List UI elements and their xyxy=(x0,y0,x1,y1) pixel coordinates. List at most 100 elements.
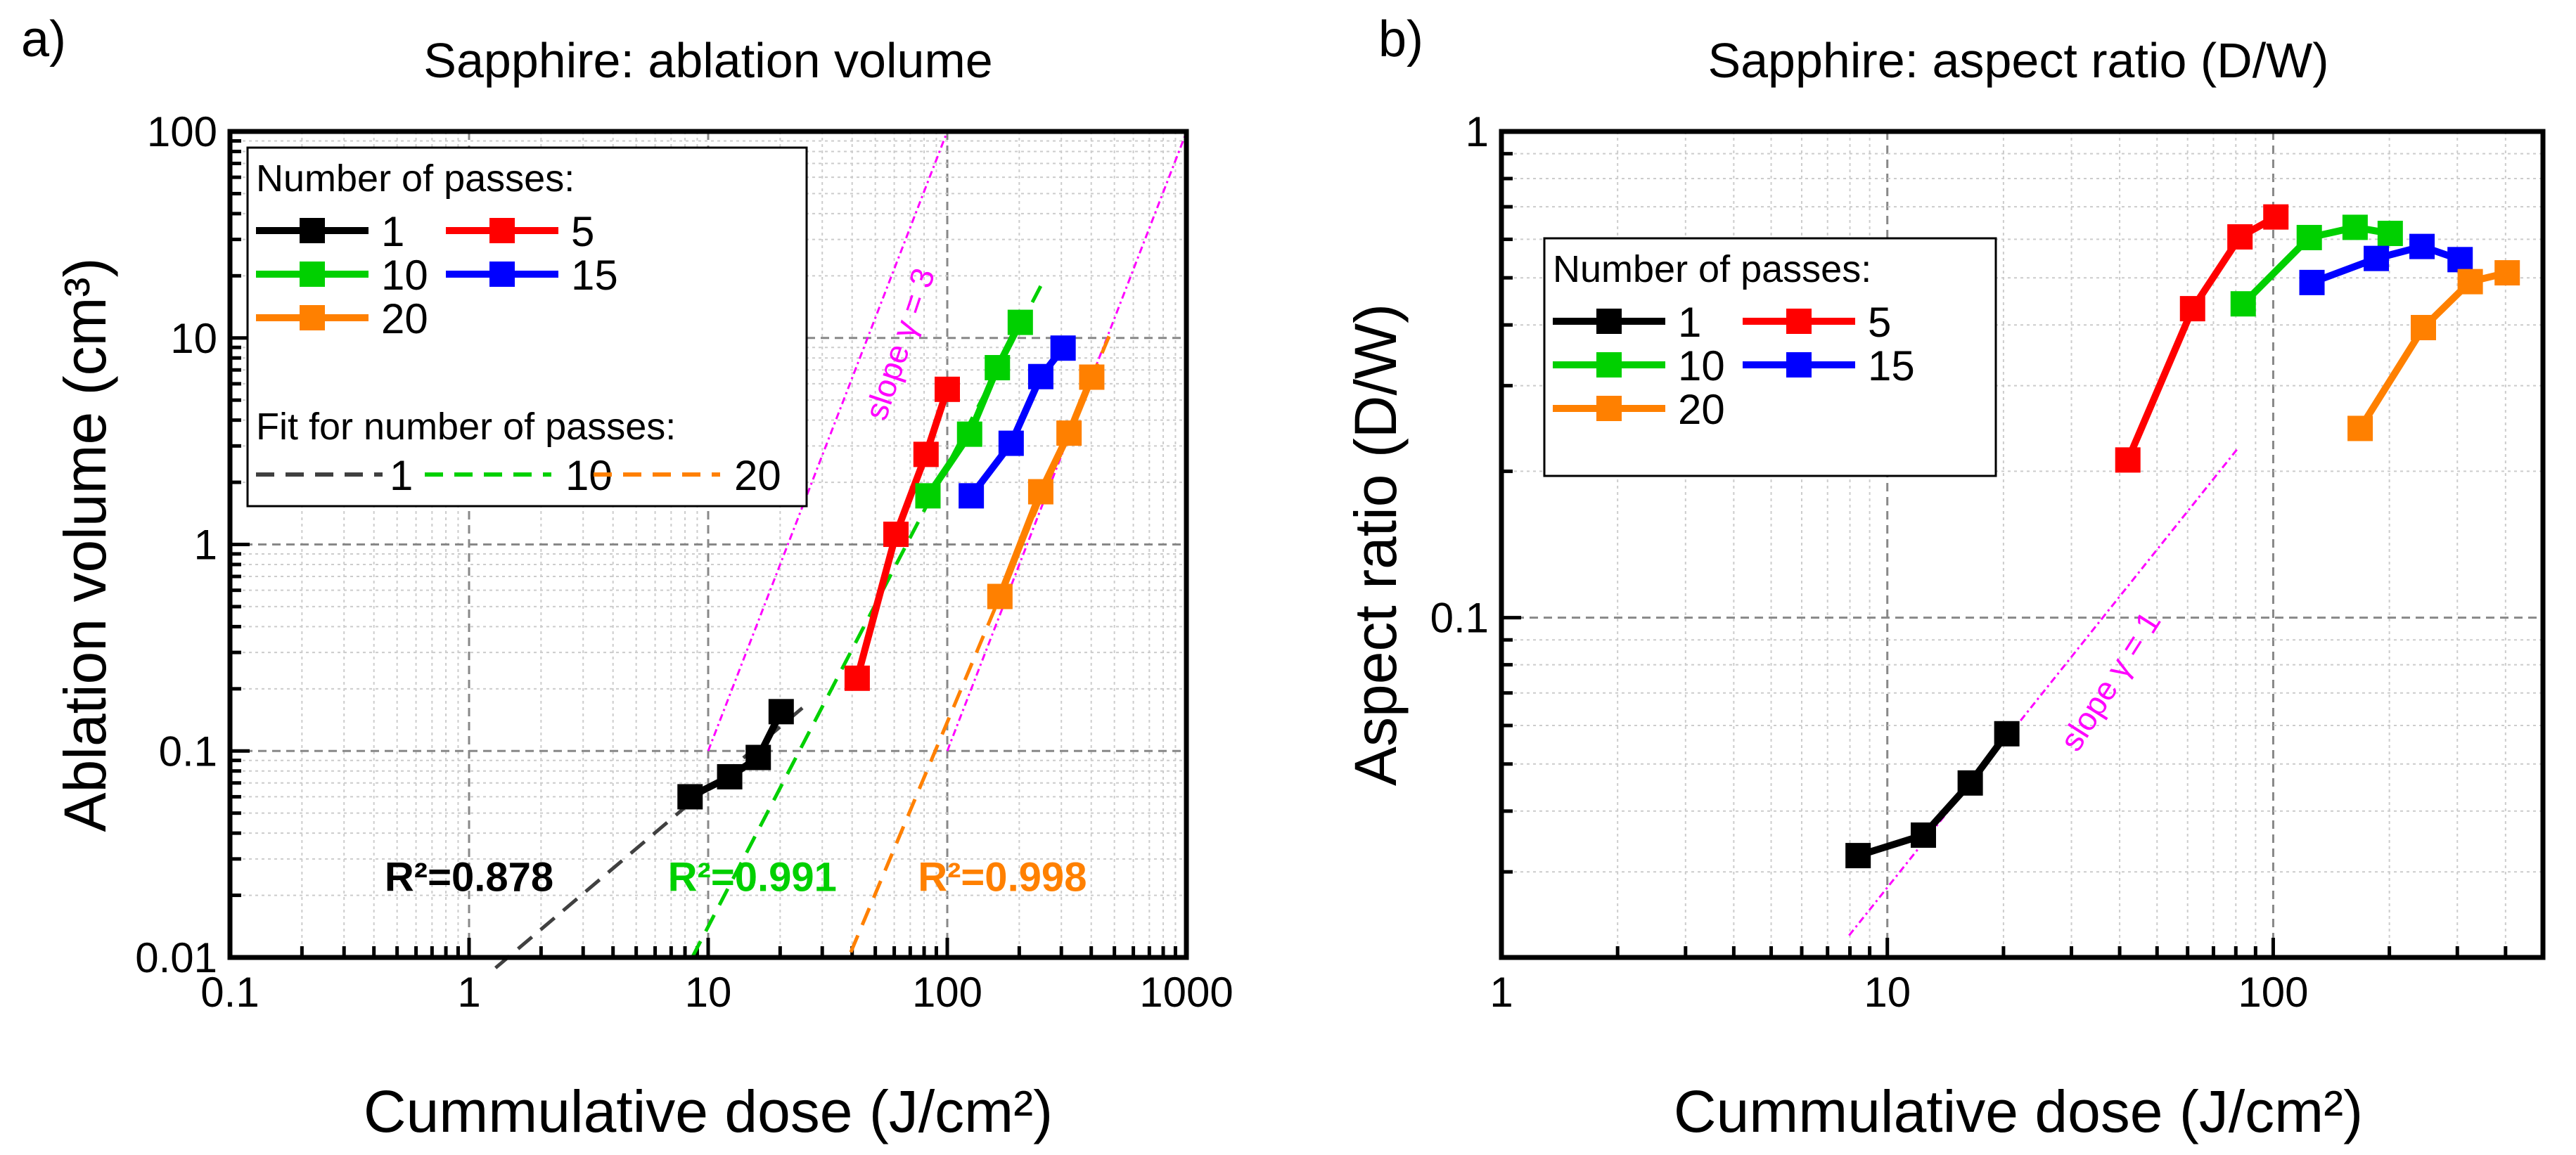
x-tick-label: 1000 xyxy=(1139,969,1233,1016)
panel-label-a: a) xyxy=(21,11,66,67)
data-point-5 xyxy=(2179,296,2205,322)
legend-label-20: 20 xyxy=(381,295,428,342)
y-tick-label: 1 xyxy=(194,522,217,569)
legend-marker-15 xyxy=(489,262,515,287)
legend-box xyxy=(246,146,808,508)
r-squared-label: R²=0.878 xyxy=(385,854,553,900)
data-point-1 xyxy=(745,744,771,770)
series-line-1 xyxy=(688,710,785,800)
data-point-10 xyxy=(2377,221,2403,247)
legend-fit-label-1: 1 xyxy=(390,452,413,499)
chart-title-a: Sapphire: ablation volume xyxy=(423,33,992,88)
legend-marker-10 xyxy=(300,262,325,287)
data-point-1 xyxy=(717,763,743,789)
panel-label-b: b) xyxy=(1378,11,1423,67)
data-point-15 xyxy=(1027,363,1053,389)
data-point-5 xyxy=(935,376,960,402)
data-point-15 xyxy=(2409,233,2435,259)
legend-label-10: 10 xyxy=(1678,342,1725,389)
data-point-5 xyxy=(2227,224,2253,250)
data-point-20 xyxy=(1079,364,1105,390)
y-tick-label: 10 xyxy=(170,315,217,362)
series-line-15 xyxy=(968,346,1066,498)
data-point-20 xyxy=(1027,479,1053,505)
legend-marker-15 xyxy=(1786,352,1812,378)
legend-fit-title: Fit for number of passes: xyxy=(256,406,676,448)
data-point-1 xyxy=(1845,843,1871,869)
x-tick-label: 10 xyxy=(1864,969,1911,1016)
plot-frame xyxy=(1499,129,2546,960)
x-axis-label-a: Cummulative dose (J/cm²) xyxy=(364,1078,1053,1144)
data-point-5 xyxy=(2263,204,2289,230)
x-tick-label: 100 xyxy=(2238,969,2308,1016)
data-point-20 xyxy=(2411,314,2437,340)
data-point-10 xyxy=(2342,214,2368,240)
data-point-10 xyxy=(2296,224,2322,250)
y-axis-label-b: Aspect ratio (D/W) xyxy=(1343,304,1409,786)
data-point-15 xyxy=(2299,269,2325,295)
series-line-20 xyxy=(997,375,1096,598)
plot-frame xyxy=(227,129,1189,960)
legend-marker-5 xyxy=(1786,309,1812,334)
data-point-5 xyxy=(913,441,939,467)
legend-title: Number of passes: xyxy=(256,157,575,200)
data-point-1 xyxy=(1957,770,1983,796)
slope-reference-line xyxy=(1848,447,2239,936)
legend-marker-5 xyxy=(489,218,515,243)
legend-label-1: 1 xyxy=(381,208,404,255)
series-line-10 xyxy=(925,321,1024,498)
legend-label-1: 1 xyxy=(1678,299,1701,346)
legend-marker-20 xyxy=(300,305,325,330)
x-tick-label: 0.1 xyxy=(200,969,259,1016)
y-tick-label: 0.1 xyxy=(159,728,217,775)
data-point-1 xyxy=(1910,822,1936,848)
series-line-5 xyxy=(2125,214,2278,462)
data-point-10 xyxy=(985,355,1011,381)
series-line-15 xyxy=(2310,243,2461,286)
series-line-10 xyxy=(2241,224,2391,307)
x-tick-label: 100 xyxy=(912,969,982,1016)
data-point-15 xyxy=(1050,335,1076,361)
legend-fit-label-20: 20 xyxy=(734,452,781,499)
r-squared-label: R²=0.991 xyxy=(668,854,837,900)
x-axis-label-b: Cummulative dose (J/cm²) xyxy=(1674,1078,2363,1144)
data-point-20 xyxy=(987,583,1013,609)
legend-marker-20 xyxy=(1596,396,1622,421)
data-point-20 xyxy=(2457,269,2483,295)
data-point-10 xyxy=(1007,309,1033,335)
data-point-5 xyxy=(2115,447,2141,473)
data-point-10 xyxy=(956,421,982,447)
data-point-15 xyxy=(959,483,985,509)
panel-b-aspect-ratio: b) Sapphire: aspect ratio (D/W) Cummulat… xyxy=(1343,11,2546,1144)
r-squared-label: R²=0.998 xyxy=(918,854,1087,900)
legend-label-20: 20 xyxy=(1678,386,1725,433)
legend-marker-10 xyxy=(1596,352,1622,378)
legend-title: Number of passes: xyxy=(1553,248,1871,290)
series-line-20 xyxy=(2357,269,2508,431)
slope-annotation: slope γ = 3 xyxy=(857,264,942,425)
chart-title-b: Sapphire: aspect ratio (D/W) xyxy=(1707,33,2328,88)
y-tick-label: 1 xyxy=(1466,108,1489,155)
y-tick-label: 0.01 xyxy=(135,934,217,981)
series-line-5 xyxy=(854,388,951,680)
data-point-15 xyxy=(2364,245,2390,271)
panel-a-ablation-volume: a) Sapphire: ablation volume Cummulative… xyxy=(21,11,1233,1144)
slope-reference-line xyxy=(707,131,949,751)
legend-marker-1 xyxy=(300,218,325,243)
data-point-1 xyxy=(768,699,794,725)
x-tick-label: 1 xyxy=(457,969,480,1016)
legend-label-5: 5 xyxy=(571,208,594,255)
x-tick-label: 1 xyxy=(1489,969,1513,1016)
legend-label-5: 5 xyxy=(1868,299,1891,346)
data-point-5 xyxy=(883,522,909,548)
legend-label-15: 15 xyxy=(1868,342,1915,389)
x-tick-label: 10 xyxy=(685,969,732,1016)
data-point-15 xyxy=(2447,247,2473,273)
y-axis-label-a: Ablation volume (cm³) xyxy=(52,258,118,832)
data-point-15 xyxy=(998,430,1024,456)
data-point-20 xyxy=(2494,260,2520,286)
data-point-10 xyxy=(2230,291,2256,317)
